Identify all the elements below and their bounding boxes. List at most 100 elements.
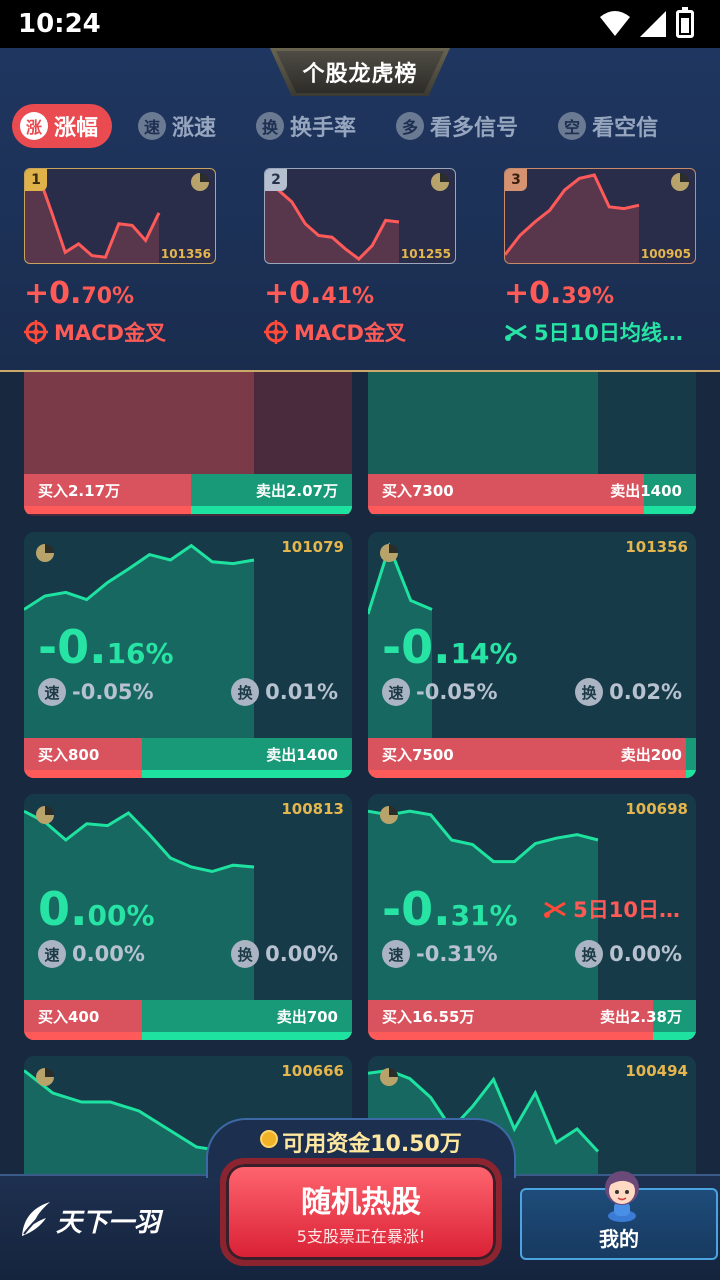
buy-volume-fill — [368, 738, 687, 770]
top-stock-chart: 2 101255 — [264, 168, 456, 264]
tab-1[interactable]: 速涨速 — [132, 104, 230, 148]
tab-label: 涨速 — [172, 116, 217, 141]
buy-volume-fill — [24, 1000, 143, 1032]
stock-line — [24, 543, 255, 611]
top-stock-sparkline — [265, 180, 400, 263]
crosshair-icon — [264, 320, 288, 344]
stock-card[interactable]: 100698 -0.31% 5日10日… 速 -0.31% 换 0.00% 买入16.55万卖… — [368, 794, 696, 1040]
feather-logo-icon — [22, 1202, 50, 1236]
top-stock-card[interactable]: 2 101255 +0.41% MACD金叉 — [264, 168, 456, 347]
sell-volume-fill — [191, 474, 352, 506]
turnover-icon: 换 — [575, 678, 604, 706]
buy-sell-labels: 买入16.55万 卖出2.38万 — [368, 1000, 696, 1032]
sell-volume-fill — [142, 1000, 352, 1032]
tab-icon: 涨 — [20, 112, 48, 140]
buy-sell-bar: 买入400 卖出700 — [24, 1000, 352, 1040]
stock-code: 100905 — [640, 247, 691, 261]
buy-sell-labels: 买入7500 卖出200 — [368, 738, 696, 770]
signal-text: 5日10日… — [573, 898, 680, 922]
stock-card[interactable]: 101356 -0.14% 速 -0.05% 换 0.02% 买入7500 卖出200 — [368, 532, 696, 778]
speed-icon: 速 — [382, 678, 410, 706]
change-percent: +0.70% — [24, 276, 135, 311]
stock-card[interactable]: 100813 0.00% 速 0.00% 换 0.00% 买入400 卖出700 — [24, 794, 352, 1040]
sell-amount: 卖出2.07万 — [255, 481, 338, 500]
buy-sell-ratio — [24, 506, 352, 514]
buy-amount: 买入7300 — [382, 481, 454, 500]
buy-volume-fill — [24, 738, 143, 770]
top-stock-card[interactable]: 1 101356 +0.70% MACD金叉 — [24, 168, 216, 347]
signal-label: 5日10日均线… — [504, 317, 696, 347]
speed-stat: 速 0.00% — [38, 940, 145, 968]
buy-amount: 买入16.55万 — [382, 1007, 475, 1026]
sell-volume-fill — [653, 1000, 696, 1032]
buy-sell-ratio — [368, 770, 696, 778]
sell-ratio-fill — [686, 770, 696, 778]
progress-pie-icon — [36, 544, 54, 562]
buy-amount: 买入800 — [38, 745, 100, 764]
buy-sell-bar: 买入800 卖出1400 — [24, 738, 352, 778]
buy-sell-bar: 买入7500 卖出200 — [368, 738, 696, 778]
sell-volume-fill — [643, 474, 696, 506]
buy-sell-ratio — [24, 1032, 352, 1040]
stock-card[interactable]: 101079 -0.16% 速 -0.05% 换 0.01% 买入800 卖出1400 — [24, 532, 352, 778]
rank-badge: 2 — [265, 169, 287, 191]
top-stock-line — [25, 173, 161, 259]
random-hot-stock-title: 随机热股 — [301, 1185, 421, 1220]
turnover-value: 0.02% — [609, 680, 682, 704]
buy-sell-ratio — [368, 1032, 696, 1040]
top-stock-card[interactable]: 3 100905 +0.39% 5日10日均线… — [504, 168, 696, 347]
sell-amount: 卖出200 — [620, 745, 682, 764]
buy-sell-ratio — [24, 770, 352, 778]
speed-stat: 速 -0.05% — [38, 678, 154, 706]
tab-2[interactable]: 换换手率 — [250, 104, 370, 148]
stock-code: 100698 — [625, 800, 688, 818]
signal-label: 5日10日… — [543, 894, 680, 924]
buy-amount: 买入2.17万 — [38, 481, 121, 500]
buy-sell-bar: 买入2.17万 卖出2.07万 — [24, 474, 352, 514]
available-fund-label: 可用资金10.50万 — [282, 1132, 462, 1157]
header-panel: 个股龙虎榜 涨涨幅速涨速换换手率多看多信号空看空信 1 101356 +0.70% M… — [0, 48, 720, 372]
speed-value: -0.31% — [416, 942, 498, 966]
sell-amount: 卖出2.38万 — [599, 1007, 682, 1026]
tab-label: 看多信号 — [430, 116, 519, 141]
sell-ratio-fill — [643, 506, 696, 514]
tab-label: 涨幅 — [54, 116, 99, 141]
progress-pie-icon — [380, 544, 398, 562]
speed-icon: 速 — [382, 940, 410, 968]
progress-pie-icon — [36, 1068, 54, 1086]
stock-code: 100813 — [281, 800, 344, 818]
status-time: 10:24 — [18, 9, 101, 39]
stock-area — [368, 811, 598, 1000]
app-logo-text: 天下一羽 — [56, 1207, 161, 1238]
battery-icon — [676, 7, 694, 38]
speed-value: 0.00% — [72, 942, 145, 966]
tab-4[interactable]: 空看空信 — [552, 104, 672, 148]
speed-icon: 速 — [38, 678, 66, 706]
tab-0[interactable]: 涨涨幅 — [12, 104, 113, 148]
change-percent: -0.16% — [38, 620, 174, 674]
change-percent: 0.00% — [38, 882, 155, 936]
turnover-value: 0.00% — [265, 942, 338, 966]
rank-badge: 1 — [25, 169, 47, 191]
speed-icon: 速 — [38, 940, 66, 968]
tab-3[interactable]: 多看多信号 — [390, 104, 532, 148]
crossing-lines-icon — [505, 324, 527, 341]
buy-sell-ratio — [368, 506, 696, 514]
stock-code: 101356 — [625, 538, 688, 556]
top-stock-chart: 3 100905 — [504, 168, 696, 264]
mine-button[interactable]: 我的 — [520, 1171, 718, 1260]
tab-icon: 空 — [558, 112, 587, 140]
sell-amount: 卖出1400 — [610, 481, 682, 500]
sell-ratio-fill — [142, 770, 352, 778]
buy-sell-labels: 买入7300 卖出1400 — [368, 474, 696, 506]
progress-pie-icon — [671, 173, 689, 191]
sell-ratio-fill — [191, 506, 352, 514]
tab-icon: 速 — [138, 112, 167, 140]
random-hot-stock-button[interactable]: 随机热股 5支股票正在暴涨! — [220, 1158, 502, 1266]
sell-ratio-fill — [653, 1032, 696, 1040]
top-stock-line — [265, 180, 400, 261]
stock-area — [24, 811, 254, 1000]
change-percent: +0.41% — [264, 276, 375, 311]
rank-badge: 3 — [505, 169, 527, 191]
title-plate: 个股龙虎榜 — [270, 48, 450, 96]
